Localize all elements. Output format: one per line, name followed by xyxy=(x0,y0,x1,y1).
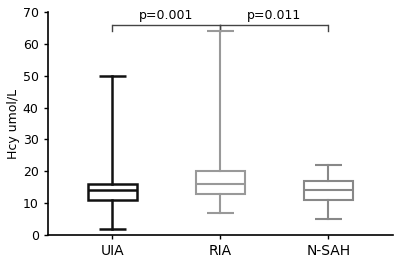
Bar xyxy=(196,171,245,194)
Bar xyxy=(304,181,352,200)
Y-axis label: Hcy umol/L: Hcy umol/L xyxy=(7,89,20,158)
Text: p=0.011: p=0.011 xyxy=(247,9,302,22)
Text: p=0.001: p=0.001 xyxy=(139,9,194,22)
Bar xyxy=(88,184,137,200)
